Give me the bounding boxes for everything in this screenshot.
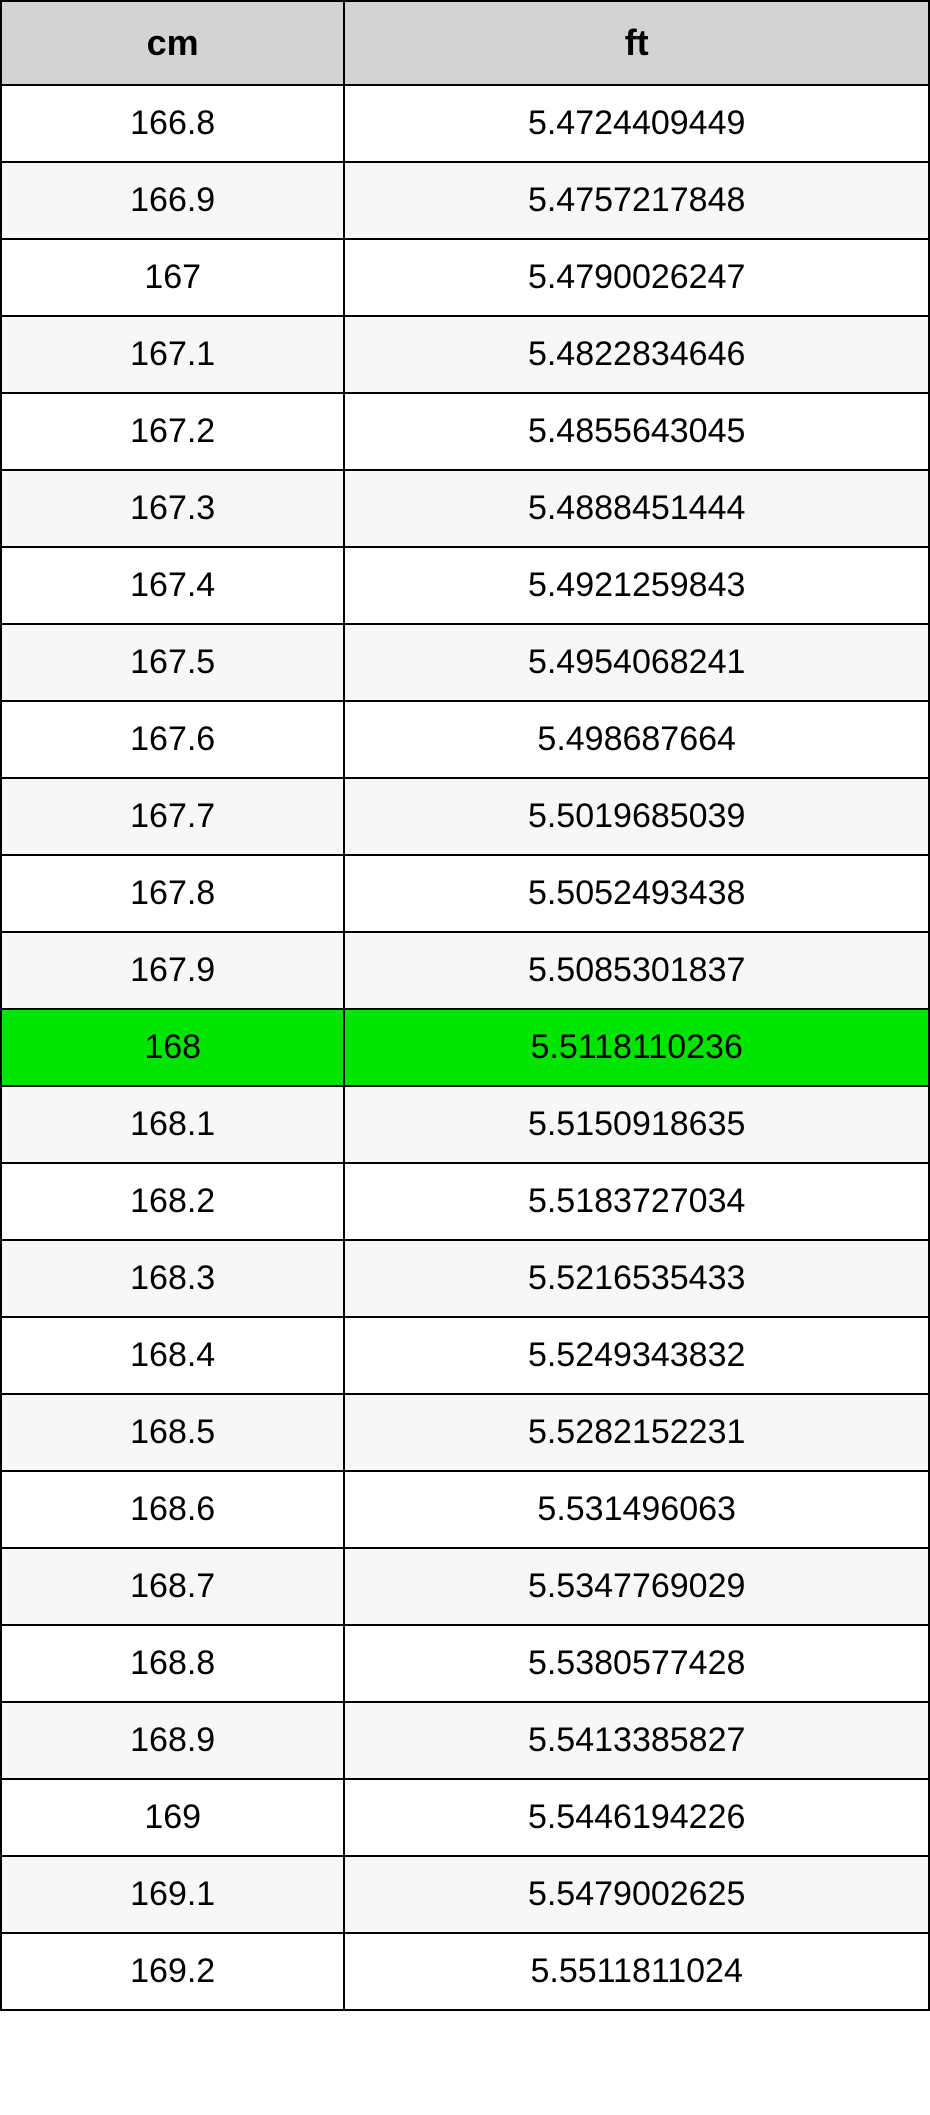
table-row: 1675.4790026247	[1, 239, 929, 316]
cell-cm: 167.8	[1, 855, 344, 932]
cell-ft: 5.5150918635	[344, 1086, 929, 1163]
cell-ft: 5.5479002625	[344, 1856, 929, 1933]
cell-ft: 5.5183727034	[344, 1163, 929, 1240]
cell-cm: 167.9	[1, 932, 344, 1009]
cell-ft: 5.4954068241	[344, 624, 929, 701]
cell-cm: 168.3	[1, 1240, 344, 1317]
cell-cm: 167.7	[1, 778, 344, 855]
table-row: 167.35.4888451444	[1, 470, 929, 547]
column-header-cm: cm	[1, 1, 344, 85]
table-row: 169.25.5511811024	[1, 1933, 929, 2010]
cell-ft: 5.5446194226	[344, 1779, 929, 1856]
cell-cm: 167.5	[1, 624, 344, 701]
table-row: 168.95.5413385827	[1, 1702, 929, 1779]
cell-cm: 169	[1, 1779, 344, 1856]
cell-ft: 5.5118110236	[344, 1009, 929, 1086]
table-row: 168.85.5380577428	[1, 1625, 929, 1702]
cell-ft: 5.5282152231	[344, 1394, 929, 1471]
table-row: 168.65.531496063	[1, 1471, 929, 1548]
cell-ft: 5.5085301837	[344, 932, 929, 1009]
cell-cm: 168.4	[1, 1317, 344, 1394]
table-row: 167.55.4954068241	[1, 624, 929, 701]
cell-cm: 168.7	[1, 1548, 344, 1625]
table-row: 166.95.4757217848	[1, 162, 929, 239]
table-row: 167.45.4921259843	[1, 547, 929, 624]
cell-ft: 5.4855643045	[344, 393, 929, 470]
cell-ft: 5.5380577428	[344, 1625, 929, 1702]
cell-cm: 167.4	[1, 547, 344, 624]
cell-ft: 5.5019685039	[344, 778, 929, 855]
cell-ft: 5.5249343832	[344, 1317, 929, 1394]
table-row: 168.75.5347769029	[1, 1548, 929, 1625]
cell-cm: 168.6	[1, 1471, 344, 1548]
column-header-ft: ft	[344, 1, 929, 85]
cell-cm: 167.1	[1, 316, 344, 393]
cell-ft: 5.5052493438	[344, 855, 929, 932]
table-row: 167.75.5019685039	[1, 778, 929, 855]
cell-ft: 5.4790026247	[344, 239, 929, 316]
cell-ft: 5.5413385827	[344, 1702, 929, 1779]
cell-cm: 168.9	[1, 1702, 344, 1779]
cell-ft: 5.5511811024	[344, 1933, 929, 2010]
cell-ft: 5.5347769029	[344, 1548, 929, 1625]
table-header-row: cm ft	[1, 1, 929, 85]
cell-cm: 166.9	[1, 162, 344, 239]
table-row: 169.15.5479002625	[1, 1856, 929, 1933]
table-row: 168.45.5249343832	[1, 1317, 929, 1394]
cell-cm: 169.1	[1, 1856, 344, 1933]
table-row: 167.25.4855643045	[1, 393, 929, 470]
conversion-table: cm ft 166.85.4724409449 166.95.475721784…	[0, 0, 930, 2011]
table-row: 166.85.4724409449	[1, 85, 929, 162]
cell-ft: 5.4757217848	[344, 162, 929, 239]
cell-ft: 5.4822834646	[344, 316, 929, 393]
cell-cm: 167.3	[1, 470, 344, 547]
table-row: 167.95.5085301837	[1, 932, 929, 1009]
table-row: 168.55.5282152231	[1, 1394, 929, 1471]
table-row: 167.85.5052493438	[1, 855, 929, 932]
cell-cm: 168.5	[1, 1394, 344, 1471]
cell-cm: 166.8	[1, 85, 344, 162]
table-row: 168.15.5150918635	[1, 1086, 929, 1163]
cell-ft: 5.4921259843	[344, 547, 929, 624]
table-body: 166.85.4724409449 166.95.4757217848 1675…	[1, 85, 929, 2010]
cell-ft: 5.4724409449	[344, 85, 929, 162]
cell-ft: 5.498687664	[344, 701, 929, 778]
cell-cm: 167.6	[1, 701, 344, 778]
cell-ft: 5.531496063	[344, 1471, 929, 1548]
table-row: 168.25.5183727034	[1, 1163, 929, 1240]
cell-cm: 168.8	[1, 1625, 344, 1702]
cell-cm: 167.2	[1, 393, 344, 470]
cell-ft: 5.5216535433	[344, 1240, 929, 1317]
cell-cm: 168.2	[1, 1163, 344, 1240]
table-row: 1695.5446194226	[1, 1779, 929, 1856]
table-row: 167.15.4822834646	[1, 316, 929, 393]
cell-cm: 167	[1, 239, 344, 316]
cell-cm: 169.2	[1, 1933, 344, 2010]
cell-ft: 5.4888451444	[344, 470, 929, 547]
cell-cm: 168.1	[1, 1086, 344, 1163]
table-row: 168.35.5216535433	[1, 1240, 929, 1317]
table-row-highlighted: 1685.5118110236	[1, 1009, 929, 1086]
table-row: 167.65.498687664	[1, 701, 929, 778]
cell-cm: 168	[1, 1009, 344, 1086]
